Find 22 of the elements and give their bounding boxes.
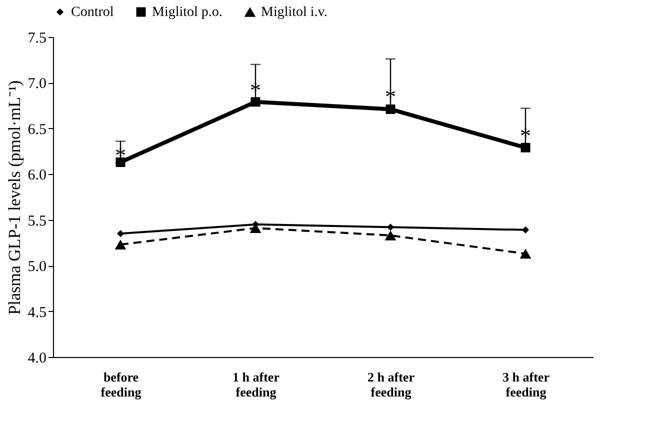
point — [386, 224, 394, 231]
point — [522, 226, 530, 234]
point — [520, 248, 532, 259]
y-tick-label: 4.5 — [28, 304, 46, 321]
legend-label: Control — [71, 5, 114, 20]
point — [384, 230, 396, 240]
y-tick-label: 5.0 — [28, 259, 46, 276]
y-tick-label: 6.5 — [28, 122, 46, 138]
x-tick-label: before feeding — [100, 370, 142, 400]
y-tick-label: 5.5 — [28, 213, 46, 230]
y-tick-label: 7.5 — [28, 30, 46, 46]
y-tick-label: 4.0 — [28, 350, 46, 366]
y-axis-title: Plasma GLP-1 levels (pmol·mL⁻¹) — [4, 80, 24, 315]
point — [116, 230, 124, 238]
legend-label: Miglitol p.o. — [152, 5, 222, 20]
x-tick-label: 3 h after feeding — [502, 370, 550, 400]
y-tick-label: 7.0 — [28, 76, 46, 92]
legend-label: Miglitol i.v. — [261, 5, 328, 20]
point — [114, 240, 126, 250]
y-tick-label: 6.0 — [28, 168, 46, 184]
x-tick-label: 1 h after feeding — [232, 370, 280, 400]
x-tick-label: 2 h after feeding — [368, 370, 415, 400]
